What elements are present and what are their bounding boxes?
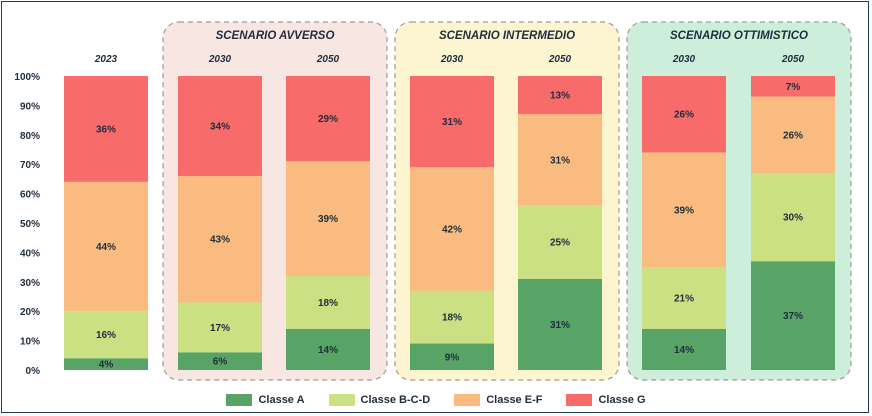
legend-item-classe-bcd: Classe B-C-D: [328, 391, 431, 409]
y-tick-label: 90%: [20, 101, 40, 112]
bar-segment: [642, 328, 726, 370]
bar-segment: [642, 152, 726, 268]
data-label: 17%: [210, 323, 230, 334]
data-label: 37%: [783, 311, 803, 322]
bar-segment: [410, 343, 494, 370]
x-category-label: 2050: [548, 54, 572, 65]
data-label: 13%: [550, 91, 570, 102]
x-category-label: 2050: [781, 54, 805, 65]
bar-segment: [518, 205, 602, 279]
data-label: 4%: [99, 360, 114, 371]
legend-swatch-classe-g: [566, 394, 593, 406]
data-label: 18%: [442, 313, 462, 324]
y-tick-label: 0%: [26, 366, 41, 377]
x-category-label: 2023: [94, 54, 118, 65]
data-label: 14%: [318, 345, 338, 356]
scenario-title-1: SCENARIO AVVERSO: [216, 30, 335, 42]
data-label: 39%: [318, 214, 338, 225]
bar-segment: [286, 161, 370, 276]
x-category-label: 2050: [316, 54, 340, 65]
legend-item-classe-g: Classe G: [566, 391, 646, 409]
bar-segment: [518, 278, 602, 370]
bar-segment: [64, 76, 148, 182]
data-label: 43%: [210, 235, 230, 246]
y-tick-label: 20%: [20, 307, 40, 318]
y-tick-label: 30%: [20, 278, 40, 289]
bar-segment: [178, 352, 262, 370]
y-tick-label: 10%: [20, 337, 40, 348]
data-label: 26%: [783, 130, 803, 141]
data-label: 34%: [210, 121, 230, 132]
data-label: 25%: [550, 238, 570, 249]
bar-segment: [751, 96, 835, 174]
bar-segment: [64, 358, 148, 370]
data-label: 18%: [318, 298, 338, 309]
bar-segment: [751, 261, 835, 370]
bar-segment: [286, 275, 370, 329]
legend-label-classe-g: Classe G: [598, 394, 646, 406]
bar-segment: [286, 328, 370, 370]
legend: Classe A Classe B-C-D Classe E-F Classe …: [0, 391, 872, 409]
legend-swatch-classe-a: [226, 394, 253, 406]
bar-segment: [286, 76, 370, 162]
legend-label-classe-a: Classe A: [258, 394, 305, 406]
scenario-title-3: SCENARIO OTTIMISTICO: [670, 30, 808, 42]
legend-item-classe-a: Classe A: [226, 391, 305, 409]
bar-segment: [178, 175, 262, 303]
y-tick-label: 70%: [20, 160, 40, 171]
x-category-label: 2030: [672, 54, 696, 65]
data-label: 31%: [550, 320, 570, 331]
bar-segment: [751, 173, 835, 262]
data-label: 36%: [96, 124, 116, 135]
bar-segment: [642, 76, 726, 153]
data-label: 31%: [442, 117, 462, 128]
bar-segment: [410, 167, 494, 291]
y-tick-label: 80%: [20, 131, 40, 142]
y-tick-label: 60%: [20, 190, 40, 201]
bar-segment: [518, 114, 602, 206]
y-tick-label: 40%: [20, 248, 40, 259]
legend-label-classe-ef: Classe E-F: [486, 394, 543, 406]
bar-segment: [518, 76, 602, 115]
data-label: 16%: [96, 330, 116, 341]
bar-segment: [64, 181, 148, 312]
data-label: 26%: [674, 110, 694, 121]
x-category-label: 2030: [208, 54, 232, 65]
legend-item-classe-ef: Classe E-F: [454, 391, 542, 409]
data-label: 39%: [674, 205, 694, 216]
bar-segment: [178, 76, 262, 176]
x-category-label: 2030: [440, 54, 464, 65]
legend-swatch-classe-bcd: [328, 394, 355, 406]
scenario-title-2: SCENARIO INTERMEDIO: [439, 30, 575, 42]
data-label: 9%: [445, 352, 460, 363]
bar-segment: [642, 267, 726, 329]
data-label: 44%: [96, 242, 116, 253]
legend-swatch-classe-ef: [454, 394, 481, 406]
y-tick-label: 100%: [14, 72, 40, 83]
data-label: 31%: [550, 155, 570, 166]
y-tick-label: 50%: [20, 219, 40, 230]
legend-label-classe-bcd: Classe B-C-D: [360, 394, 431, 406]
bar-segment: [410, 290, 494, 344]
data-label: 14%: [674, 345, 694, 356]
data-label: 29%: [318, 114, 338, 125]
bar-segment: [64, 311, 148, 359]
data-label: 21%: [674, 293, 694, 304]
data-label: 42%: [442, 224, 462, 235]
data-label: 6%: [213, 357, 228, 368]
data-label: 30%: [783, 213, 803, 224]
bar-segment: [178, 302, 262, 353]
bar-segment: [751, 76, 835, 97]
data-label: 7%: [786, 82, 801, 93]
bar-segment: [410, 76, 494, 168]
